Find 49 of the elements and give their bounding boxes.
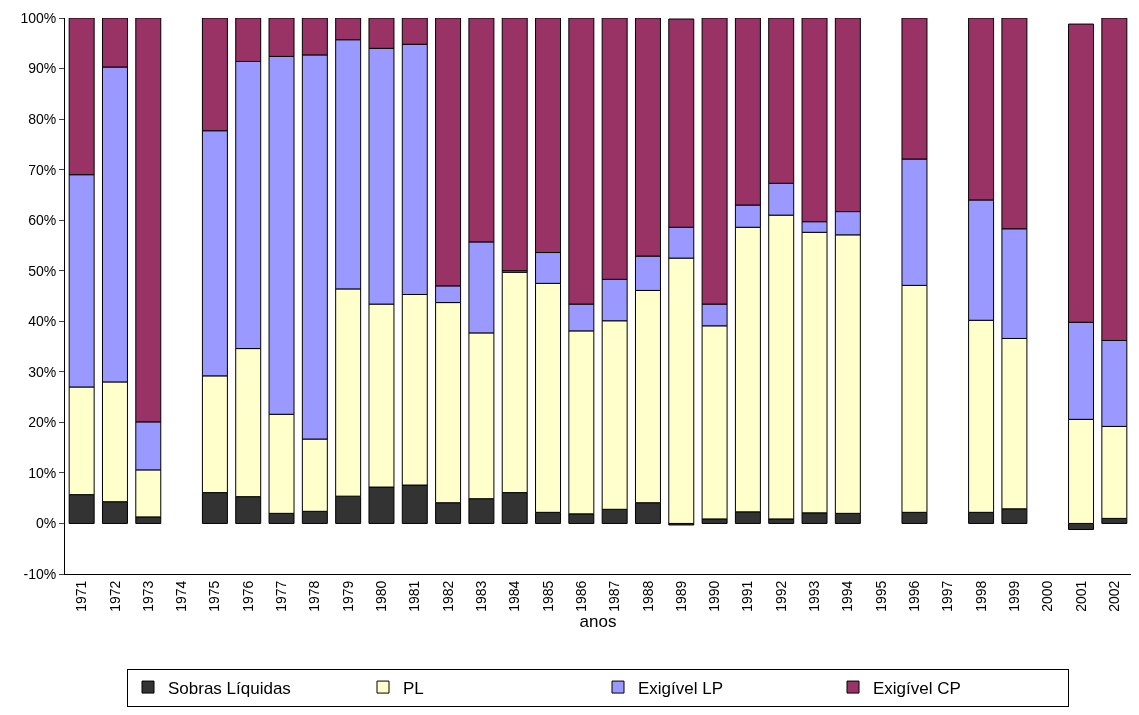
y-tick-label: 20% [28, 414, 57, 431]
y-tick-label: 50% [28, 262, 57, 279]
x-tick-label: 1993 [806, 580, 823, 612]
x-tick-label: 1982 [439, 580, 456, 612]
x-tick-label: 1980 [373, 580, 390, 612]
x-tick-label: 1972 [106, 580, 123, 612]
x-tick-label: 1997 [939, 580, 956, 612]
x-tick-label: 1988 [639, 580, 656, 612]
y-tick-label: 90% [28, 60, 57, 77]
x-axis-title: anos [579, 611, 617, 631]
legend-label: PL [403, 678, 424, 698]
y-tick-label: 70% [28, 161, 57, 178]
x-tick-label: 2000 [1039, 580, 1056, 612]
x-tick-label: 1979 [339, 580, 356, 612]
legend-label: Exigível CP [873, 678, 961, 698]
x-tick-label: 1990 [706, 580, 723, 612]
x-tick-label: 1976 [239, 580, 256, 612]
x-tick-label: 1989 [672, 580, 689, 612]
x-tick-label: 1978 [306, 580, 323, 612]
x-tick-label: 1975 [206, 580, 223, 612]
x-tick-label: 1991 [739, 580, 756, 612]
x-tick-label: 1985 [539, 580, 556, 612]
x-tick-label: 2002 [1105, 580, 1122, 612]
x-tick-label: 1984 [506, 580, 523, 612]
y-tick-label: 40% [28, 313, 57, 330]
y-tick-label: 30% [28, 363, 57, 380]
x-tick-label: 1973 [139, 580, 156, 612]
x-tick-label: 1999 [1005, 580, 1022, 612]
x-tick-label: 1996 [906, 580, 923, 612]
x-tick-label: 1987 [606, 580, 623, 612]
y-tick-label: 80% [28, 110, 57, 127]
x-tick-label: 1977 [273, 580, 290, 612]
y-tick-label: -10% [23, 565, 57, 582]
x-tick-label: 1974 [173, 580, 190, 612]
x-tick-label: 1981 [406, 580, 423, 612]
legend-label: Sobras Líquidas [168, 678, 291, 698]
x-tick-label: 1998 [972, 580, 989, 612]
x-tick-label: 2001 [1072, 580, 1089, 612]
y-tick-label: 100% [20, 9, 57, 26]
x-tick-label: 1995 [872, 580, 889, 612]
y-tick-label: 60% [28, 212, 57, 229]
y-tick-label: 0% [35, 515, 57, 532]
legend-label: Exigível LP [638, 678, 724, 698]
x-tick-label: 1971 [73, 580, 90, 612]
x-tick-label: 1983 [472, 580, 489, 612]
y-tick-label: 10% [28, 464, 57, 481]
x-tick-label: 1992 [772, 580, 789, 612]
x-tick-label: 1986 [572, 580, 589, 612]
x-tick-label: 1994 [839, 580, 856, 612]
